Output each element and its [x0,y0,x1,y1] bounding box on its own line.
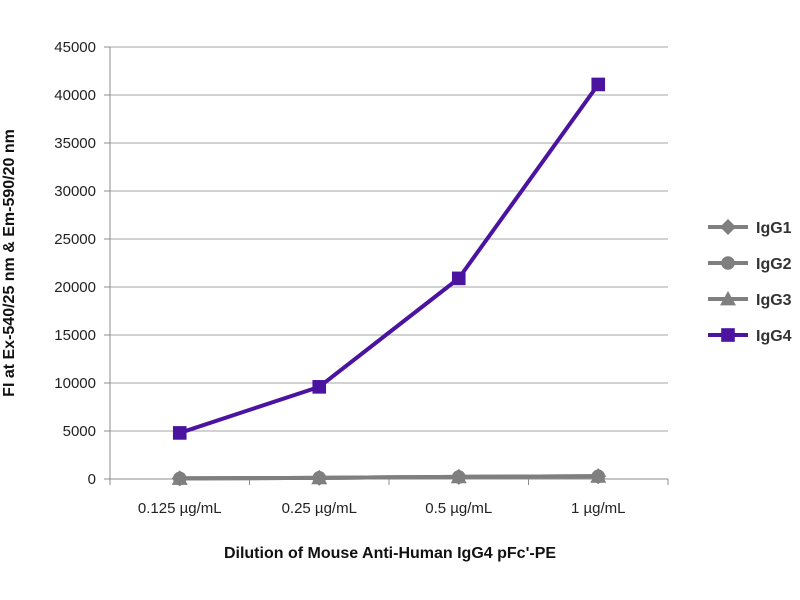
legend-item-igg4: IgG4 [708,328,792,345]
series-igg4 [172,77,606,440]
axes [104,46,669,485]
legend-label: IgG2 [756,256,792,273]
y-tick-label: 25000 [54,231,96,248]
legend-marker-circle-icon [721,256,735,270]
y-tick-label: 15000 [54,327,96,344]
series-line-igg3 [179,474,599,481]
legend-marker-triangle-icon [720,291,736,306]
data-point-igg4 [591,77,606,92]
y-tick-label: 45000 [54,39,96,56]
x-tick-label: 0.5 µg/mL [425,500,492,517]
y-tick-label: 0 [88,471,96,488]
legend-marker-square-icon [721,328,735,342]
data-point-igg3 [590,468,607,483]
legend: IgG1 IgG2 IgG3 IgG4 [708,219,792,345]
gridlines [110,46,668,432]
data-point-igg4 [172,426,187,440]
series-group [171,77,607,487]
series-igg3 [171,468,607,485]
y-axis-title: FI at Ex-540/25 nm & Em-590/20 nm [1,129,18,397]
data-point-igg3 [450,468,467,484]
legend-marker-diamond-icon [720,219,736,235]
y-tick-labels: 0 5000 10000 15000 20000 25000 30000 35000 40000… [54,39,96,488]
data-point-igg3 [171,470,188,485]
legend-label: IgG3 [756,292,792,309]
data-point-igg3 [311,469,328,485]
series-line-igg4 [179,83,600,435]
legend-label: IgG1 [756,220,792,237]
y-tick-label: 10000 [54,375,96,392]
legend-item-igg1: IgG1 [708,219,792,237]
y-tick-label: 35000 [54,135,96,152]
x-tick-label: 0.125 µg/mL [138,500,222,517]
y-tick-label: 5000 [63,423,96,440]
y-tick-label: 30000 [54,183,96,200]
legend-item-igg2: IgG2 [708,256,792,273]
legend-item-igg3: IgG3 [708,291,792,309]
y-tick-label: 40000 [54,87,96,104]
x-tick-label: 1 µg/mL [571,500,626,517]
x-axis-title: Dilution of Mouse Anti-Human IgG4 pFc'-P… [224,545,556,562]
data-point-igg4 [312,380,327,394]
legend-label: IgG4 [756,328,792,345]
data-point-igg4 [451,271,466,286]
x-tick-labels: 0.125 µg/mL 0.25 µg/mL 0.5 µg/mL 1 µg/mL [138,500,626,517]
y-tick-label: 20000 [54,279,96,296]
x-tick-label: 0.25 µg/mL [282,500,357,517]
